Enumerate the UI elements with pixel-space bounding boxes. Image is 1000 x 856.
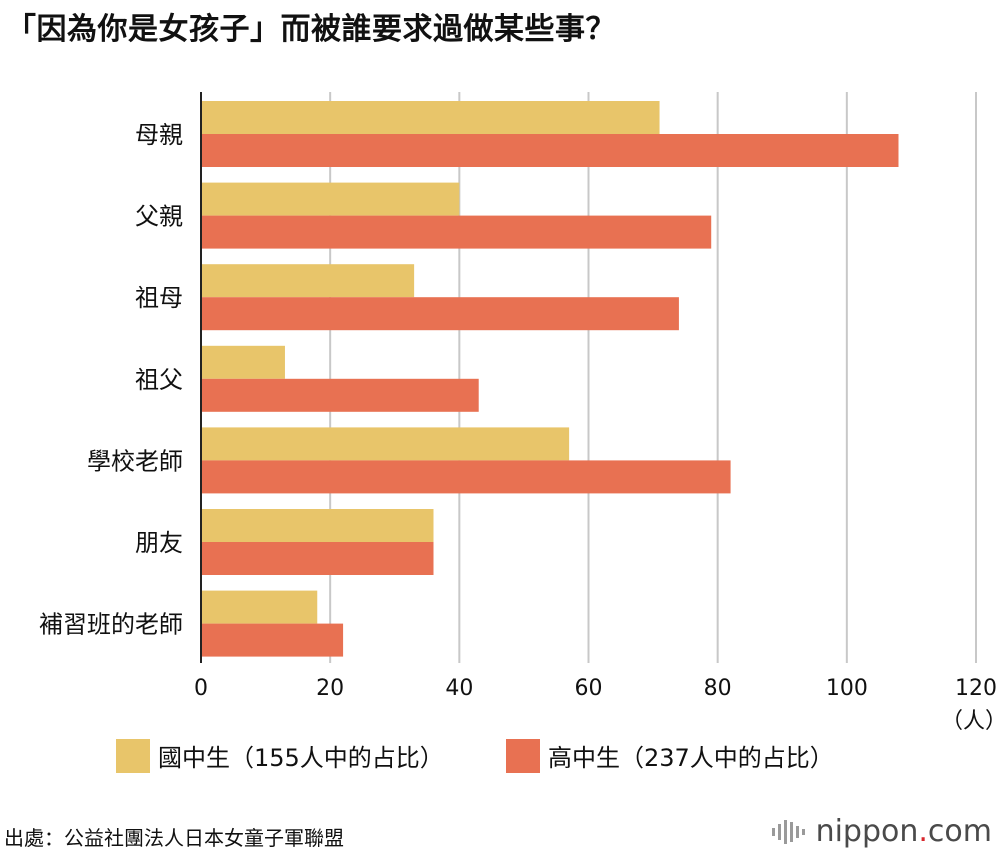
bar-senior-5 <box>201 542 434 575</box>
category-label-6: 補習班的老師 <box>39 611 183 639</box>
category-label-0: 母親 <box>135 121 183 149</box>
source-note: 出處：公益社團法人日本女童子軍聯盟 <box>4 826 344 850</box>
bar-junior-1 <box>201 182 460 216</box>
logo-text: nippon <box>815 814 919 849</box>
legend-label-senior-high: 高中生（237人中的占比） <box>548 744 834 772</box>
category-label-2: 祖母 <box>135 284 183 312</box>
category-label-4: 學校老師 <box>87 447 183 475</box>
bar-junior-2 <box>201 264 415 298</box>
bar-junior-4 <box>201 427 570 461</box>
category-label-5: 朋友 <box>135 529 183 557</box>
legend-item-junior-high: 國中生（155人中的占比） <box>116 738 444 773</box>
legend-swatch-senior-high <box>506 738 540 773</box>
chart-title: 「因為你是女孩子」而被誰要求過做某些事？ <box>6 12 616 47</box>
x-tick-label-0: 0 <box>194 676 208 701</box>
bar-senior-0 <box>201 134 899 167</box>
bar-senior-2 <box>201 297 679 331</box>
x-unit-label: （人） <box>941 709 1000 734</box>
bar-senior-4 <box>201 460 731 494</box>
legend-item-senior-high: 高中生（237人中的占比） <box>506 738 834 773</box>
x-tick-label-6: 120 <box>955 676 997 701</box>
x-tick-label-3: 60 <box>575 676 603 701</box>
category-label-1: 父親 <box>135 203 183 231</box>
bar-senior-6 <box>201 623 344 657</box>
logo-dot: . <box>918 814 928 849</box>
bar-junior-3 <box>201 345 285 379</box>
bar-junior-6 <box>201 590 318 624</box>
x-tick-label-1: 20 <box>316 676 344 701</box>
x-tick-label-2: 40 <box>445 676 473 701</box>
category-label-3: 祖父 <box>135 366 183 394</box>
bar-junior-5 <box>201 509 434 542</box>
legend-swatch-junior-high <box>116 738 150 773</box>
legend-label-junior-high: 國中生（155人中的占比） <box>158 744 444 772</box>
x-tick-label-4: 80 <box>704 676 732 701</box>
bar-senior-3 <box>201 378 479 412</box>
logo-bars-icon <box>771 819 805 844</box>
logo-suffix: com <box>927 814 992 849</box>
x-tick-label-5: 100 <box>826 676 868 701</box>
legend: 國中生（155人中的占比） 高中生（237人中的占比） <box>0 738 1000 782</box>
nippon-logo: nippon. com <box>770 814 992 849</box>
bar-senior-1 <box>201 215 712 249</box>
bar-junior-0 <box>201 101 660 134</box>
